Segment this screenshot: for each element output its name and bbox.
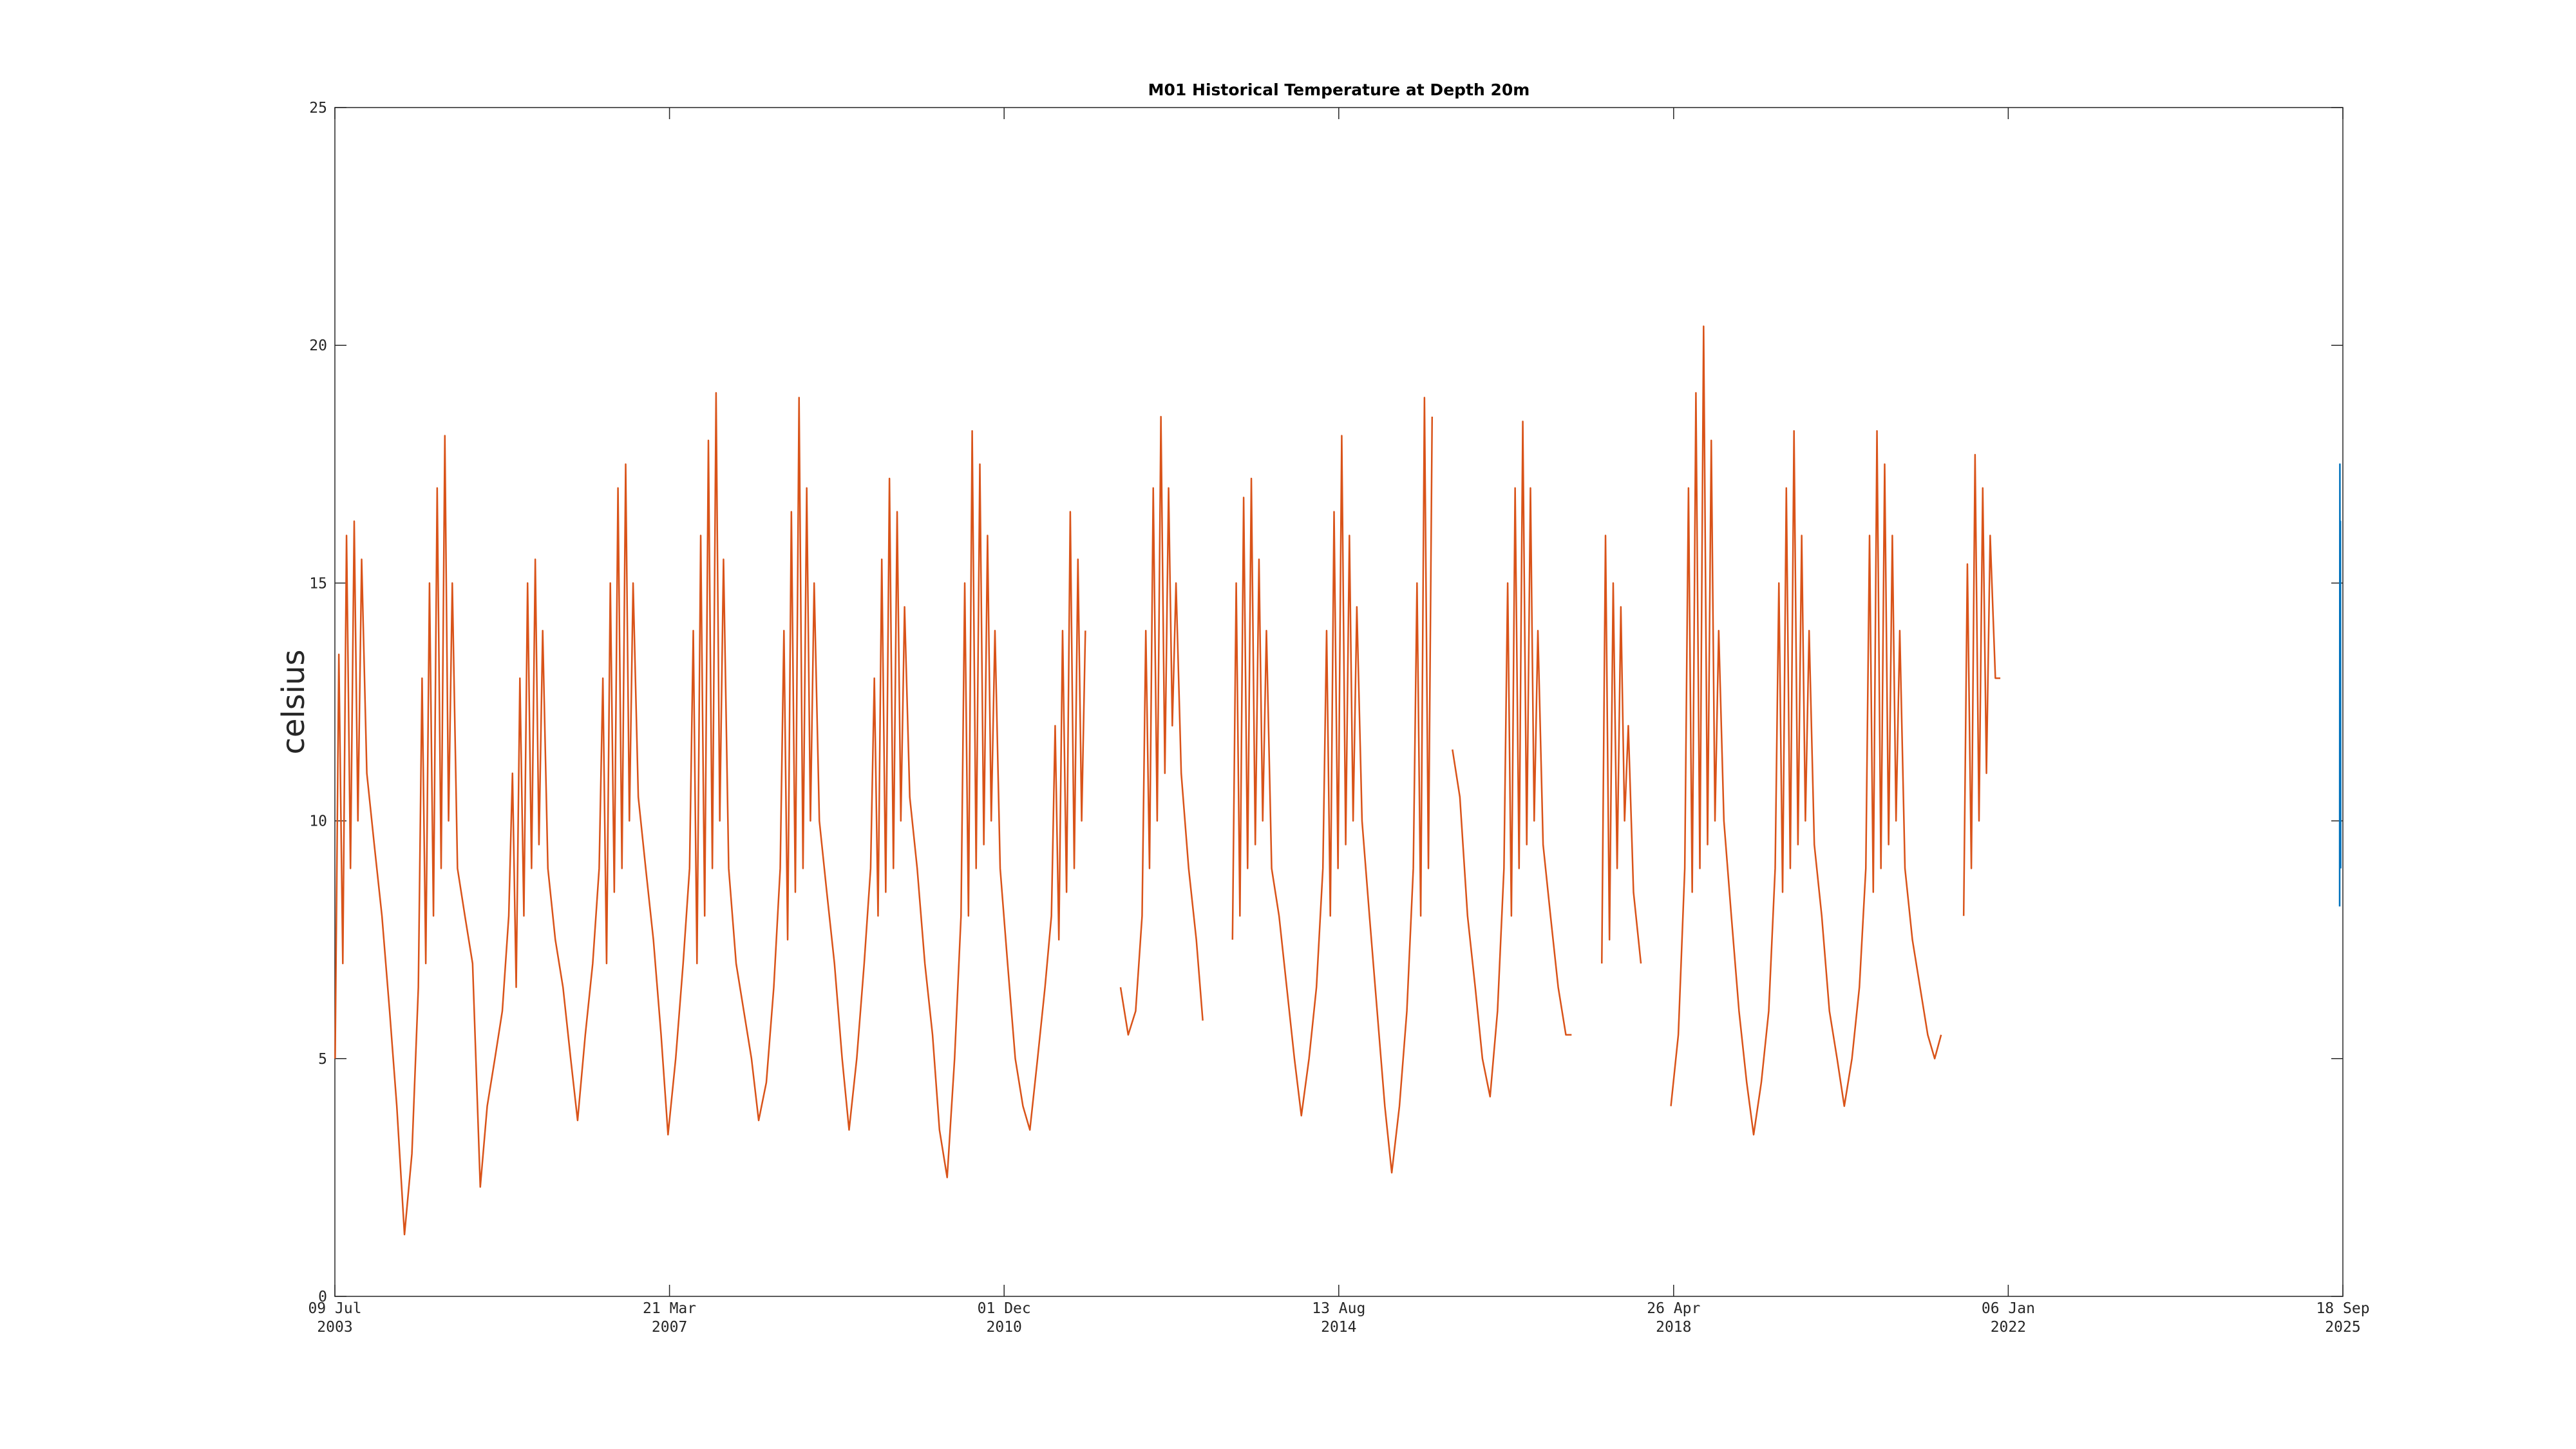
- x-tick-label-line: 01 Dec: [978, 1300, 1031, 1317]
- chart-title: M01 Historical Temperature at Depth 20m: [1148, 80, 1530, 99]
- y-tick-label: 5: [318, 1051, 327, 1068]
- plot-frame: [334, 107, 2344, 1297]
- x-tick-label-line: 21 Mar: [643, 1300, 696, 1317]
- x-tick-label: 18 Sep 2025: [2316, 1300, 2369, 1336]
- x-tick-label: 09 Jul 2003: [308, 1300, 361, 1336]
- data-line: [2338, 463, 2342, 907]
- y-tick-label: 25: [309, 100, 327, 117]
- y-tick-label: 10: [309, 813, 327, 830]
- y-tick-label: 15: [309, 575, 327, 592]
- x-tick-label-line: 2022: [1991, 1319, 2026, 1336]
- x-tick-label-line: 26 Apr: [1647, 1300, 1700, 1317]
- y-tick-label: 20: [309, 337, 327, 354]
- x-tick-label-line: 2018: [1656, 1319, 1691, 1336]
- x-tick-label-line: 13 Aug: [1312, 1300, 1365, 1317]
- x-tick-label: 13 Aug 2014: [1312, 1300, 1365, 1336]
- x-tick-label-line: 2025: [2325, 1319, 2360, 1336]
- x-tick-label-line: 2007: [652, 1319, 687, 1336]
- x-tick-label: 01 Dec 2010: [978, 1300, 1031, 1336]
- x-tick-label: 26 Apr 2018: [1647, 1300, 1700, 1336]
- data-line: [334, 325, 2001, 1236]
- x-tick-label-line: 06 Jan: [1982, 1300, 2035, 1317]
- x-tick-label-line: 09 Jul: [308, 1300, 361, 1317]
- y-axis-label: celsius: [276, 649, 312, 754]
- x-tick-label: 06 Jan 2022: [1982, 1300, 2035, 1336]
- x-tick-label-line: 18 Sep: [2316, 1300, 2369, 1317]
- y-tick-label: 0: [318, 1289, 327, 1305]
- x-tick-label-line: 2014: [1321, 1319, 1356, 1336]
- x-tick-label-line: 2003: [317, 1319, 352, 1336]
- x-tick-label: 21 Mar 2007: [643, 1300, 696, 1336]
- x-tick-label-line: 2010: [987, 1319, 1022, 1336]
